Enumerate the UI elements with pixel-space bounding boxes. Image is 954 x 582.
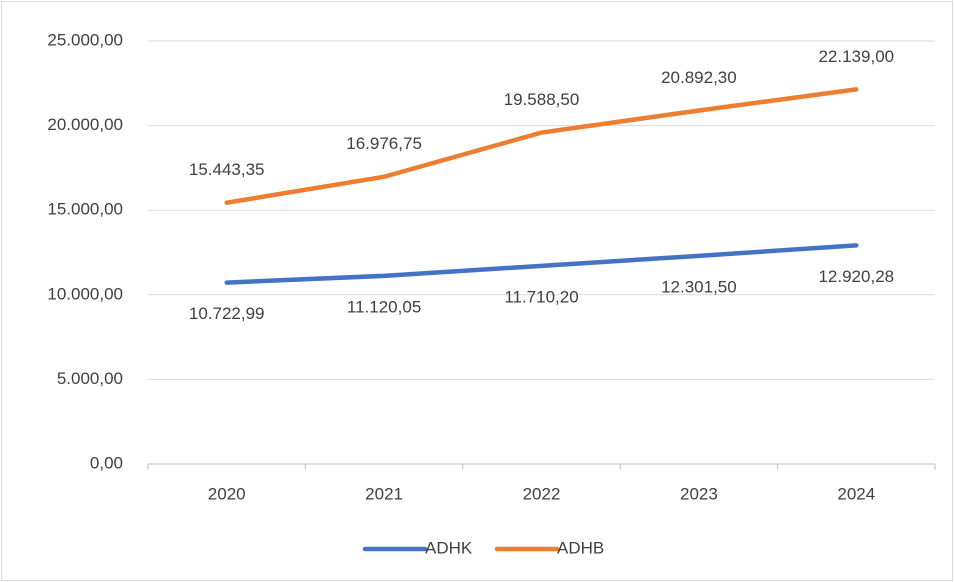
data-label: 11.710,20 xyxy=(504,287,578,306)
legend-label: ADHK xyxy=(425,538,473,557)
data-label: 12.920,28 xyxy=(818,267,894,286)
y-tick-label: 5.000,00 xyxy=(57,369,123,388)
y-tick-label: 10.000,00 xyxy=(47,284,123,303)
y-tick-label: 15.000,00 xyxy=(47,200,123,219)
data-label: 10.722,99 xyxy=(189,304,265,323)
data-label: 19.588,50 xyxy=(504,90,580,109)
data-label: 12.301,50 xyxy=(661,277,737,296)
data-label: 11.120,05 xyxy=(347,297,421,316)
x-tick-label: 2022 xyxy=(523,484,561,503)
legend-label: ADHB xyxy=(557,538,604,557)
x-tick-label: 2020 xyxy=(208,484,246,503)
x-tick-label: 2021 xyxy=(365,484,403,503)
data-label: 16.976,75 xyxy=(346,134,422,153)
y-tick-label: 20.000,00 xyxy=(47,115,123,134)
x-tick-label: 2023 xyxy=(680,484,718,503)
data-label: 15.443,35 xyxy=(189,160,265,179)
x-tick-label: 2024 xyxy=(837,484,875,503)
series-line xyxy=(224,243,859,285)
y-tick-label: 0,00 xyxy=(90,453,123,472)
data-label: 22.139,00 xyxy=(818,47,894,66)
y-tick-label: 25.000,00 xyxy=(47,30,123,49)
series-line xyxy=(224,87,859,205)
data-label: 20.892,30 xyxy=(661,68,737,87)
